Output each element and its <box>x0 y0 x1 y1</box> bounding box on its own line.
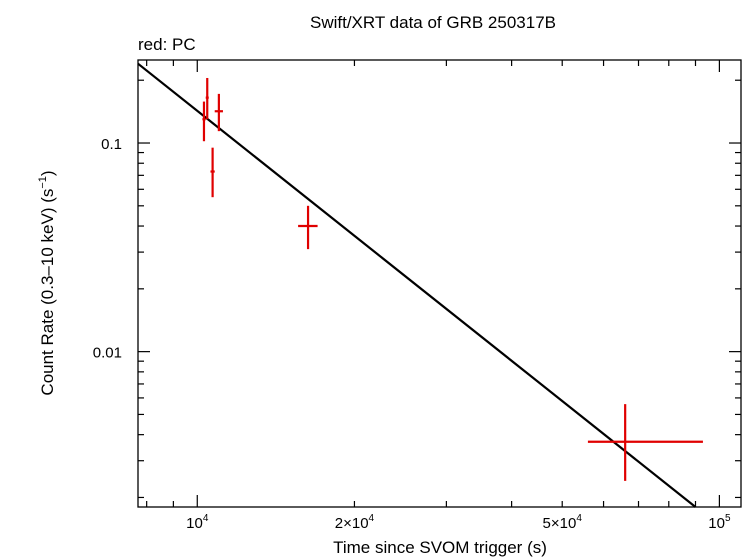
data-points-group <box>202 77 703 481</box>
data-point-0 <box>202 101 206 142</box>
chart-subtitle: red: PC <box>138 35 196 54</box>
model-line-group <box>137 62 697 508</box>
y-axis-label: Count Rate (0.3–10 keV) (s−1) <box>37 170 57 395</box>
x-tick-label-1: 2×104 <box>335 513 375 532</box>
x-tick-label-exp: 4 <box>203 513 209 524</box>
x-tick-label-3: 105 <box>708 513 731 532</box>
data-point-3 <box>214 93 223 132</box>
y-axis-label-end: ) <box>38 170 57 176</box>
x-tick-label-exp: 4 <box>576 513 582 524</box>
x-tick-label-base: 5×10 <box>543 515 577 532</box>
x-tick-label-exp: 4 <box>369 513 375 524</box>
x-tick-label-base: 10 <box>708 515 725 532</box>
plot-frame <box>137 59 742 508</box>
x-axis-label: Time since SVOM trigger (s) <box>333 538 547 557</box>
x-tick-label-2: 5×104 <box>543 513 583 532</box>
y-axis-label-sup: −1 <box>37 176 49 189</box>
y-tick-label-0: 0.1 <box>101 136 122 153</box>
y-tick-labels: 0.1 0.01 <box>93 136 122 362</box>
x-tick-label-exp: 5 <box>725 513 731 524</box>
y-tick-label-1: 0.01 <box>93 345 122 362</box>
x-tick-label-base: 2×10 <box>335 515 369 532</box>
chart-title: Swift/XRT data of GRB 250317B <box>310 13 556 32</box>
x-tick-label-base: 10 <box>186 515 203 532</box>
model-line <box>137 62 697 508</box>
data-point-5 <box>587 404 703 481</box>
x-tick-label-0: 104 <box>186 513 209 532</box>
data-point-1 <box>205 77 209 120</box>
data-point-2 <box>210 147 215 198</box>
data-point-4 <box>298 205 318 250</box>
axis-ticks <box>138 60 741 507</box>
y-axis-label-main: Count Rate (0.3–10 keV) (s <box>38 189 57 396</box>
x-tick-labels: 104 2×104 5×104 105 <box>186 513 731 532</box>
